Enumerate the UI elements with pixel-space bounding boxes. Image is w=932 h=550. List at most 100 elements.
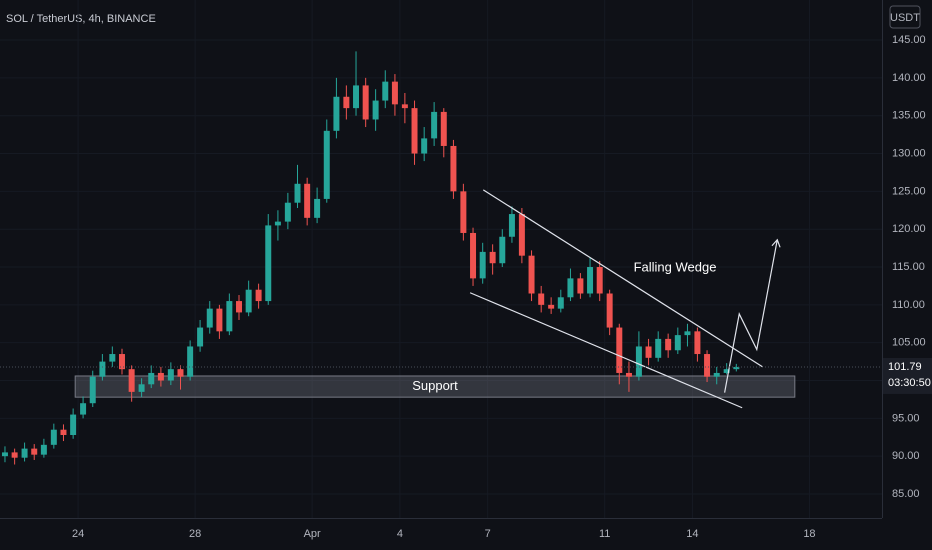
- candle-body: [401, 104, 408, 109]
- x-tick-label: 11: [599, 528, 610, 540]
- candle-body: [50, 429, 57, 445]
- currency-box: [889, 5, 921, 29]
- candle-body: [470, 232, 477, 279]
- y-tick-label: 145.00: [892, 34, 926, 46]
- projection-arrow: [724, 239, 778, 393]
- candle-body: [323, 130, 330, 199]
- y-tick-label: 90.00: [892, 450, 920, 462]
- candle-body: [606, 293, 613, 328]
- candle-body: [411, 108, 418, 154]
- y-tick-label: 110.00: [892, 299, 925, 311]
- y-tick-label: 140.00: [892, 72, 926, 84]
- candle-body: [343, 96, 350, 109]
- candle-body: [80, 403, 87, 415]
- candle-body: [21, 448, 28, 458]
- candle-body: [616, 327, 623, 373]
- wedge-upper: [482, 189, 763, 368]
- candle-body: [450, 145, 457, 192]
- candle-body: [723, 369, 730, 373]
- candle-body: [684, 331, 691, 336]
- arrow-head: [771, 238, 781, 248]
- candle-body: [421, 138, 428, 154]
- candle-body: [206, 308, 213, 328]
- x-tick-label: 7: [485, 528, 491, 540]
- candle-body: [635, 346, 642, 377]
- countdown: 03:30:50: [888, 377, 931, 389]
- x-tick-label: 28: [189, 528, 201, 540]
- support-zone: [74, 375, 796, 398]
- y-tick-label: 95.00: [892, 412, 920, 424]
- candle-body: [567, 278, 574, 298]
- candle-body: [538, 293, 545, 305]
- candle-body: [157, 372, 164, 381]
- candle-body: [31, 448, 38, 455]
- candle-body: [177, 369, 184, 377]
- wedge-label: Falling Wedge: [634, 259, 717, 274]
- last-price-box: [883, 357, 932, 394]
- candle-body: [284, 202, 291, 222]
- candle-body: [489, 251, 496, 264]
- candle-body: [118, 354, 125, 370]
- candle-body: [528, 255, 535, 294]
- candle-body: [138, 384, 145, 392]
- x-tick-label: 24: [72, 528, 84, 540]
- candle-body: [645, 346, 652, 358]
- candle-body: [167, 369, 174, 381]
- candle-body: [479, 251, 486, 279]
- candle-body: [391, 81, 398, 105]
- candle-body: [89, 376, 96, 404]
- candle-body: [733, 366, 740, 370]
- candle-body: [460, 191, 467, 233]
- x-tick-label: 18: [803, 528, 815, 540]
- x-tick-label: 4: [397, 528, 403, 540]
- y-tick-label: 135.00: [892, 110, 926, 122]
- candle-body: [372, 100, 379, 120]
- candle-body: [353, 85, 360, 109]
- candle-body: [128, 369, 135, 392]
- candle-body: [60, 429, 67, 435]
- candle-body: [655, 338, 662, 358]
- candle-body: [499, 236, 506, 264]
- candle-body: [577, 278, 584, 294]
- y-tick-label: 125.00: [892, 185, 926, 197]
- candle-body: [548, 304, 555, 309]
- candle-body: [109, 354, 116, 362]
- y-tick-label: 85.00: [892, 488, 920, 500]
- candle-body: [314, 198, 321, 218]
- candle-body: [694, 331, 701, 355]
- candle-body: [596, 267, 603, 294]
- candle-body: [333, 96, 340, 131]
- candle-body: [197, 327, 204, 347]
- candle-body: [674, 335, 681, 351]
- candle-body: [587, 267, 594, 294]
- candle-body: [665, 338, 672, 351]
- candle-body: [245, 289, 252, 313]
- candle-body: [508, 214, 515, 237]
- candle-body: [704, 354, 711, 377]
- y-tick-label: 130.00: [892, 147, 926, 159]
- candle-body: [236, 301, 242, 313]
- candle-body: [304, 183, 311, 218]
- candle-body: [713, 372, 720, 377]
- candle-body: [557, 297, 564, 309]
- y-tick-label: 105.00: [892, 337, 926, 349]
- candle-body: [255, 289, 262, 302]
- candle-body: [216, 308, 223, 332]
- x-tick-label: Apr: [304, 528, 321, 540]
- candle-body: [187, 346, 194, 377]
- last-price-label: 101.79: [888, 361, 922, 373]
- wedge-lower: [469, 292, 743, 409]
- y-tick-label: 120.00: [892, 223, 926, 235]
- candle-body: [226, 301, 233, 332]
- candle-body: [148, 372, 155, 385]
- candle-body: [382, 81, 389, 101]
- candle-body: [1, 452, 8, 457]
- candle-body: [518, 214, 525, 256]
- candle-body: [362, 85, 369, 120]
- candle-body: [265, 225, 272, 302]
- candle-body: [70, 414, 77, 435]
- support-label: Support: [412, 378, 458, 393]
- candle-body: [40, 444, 47, 455]
